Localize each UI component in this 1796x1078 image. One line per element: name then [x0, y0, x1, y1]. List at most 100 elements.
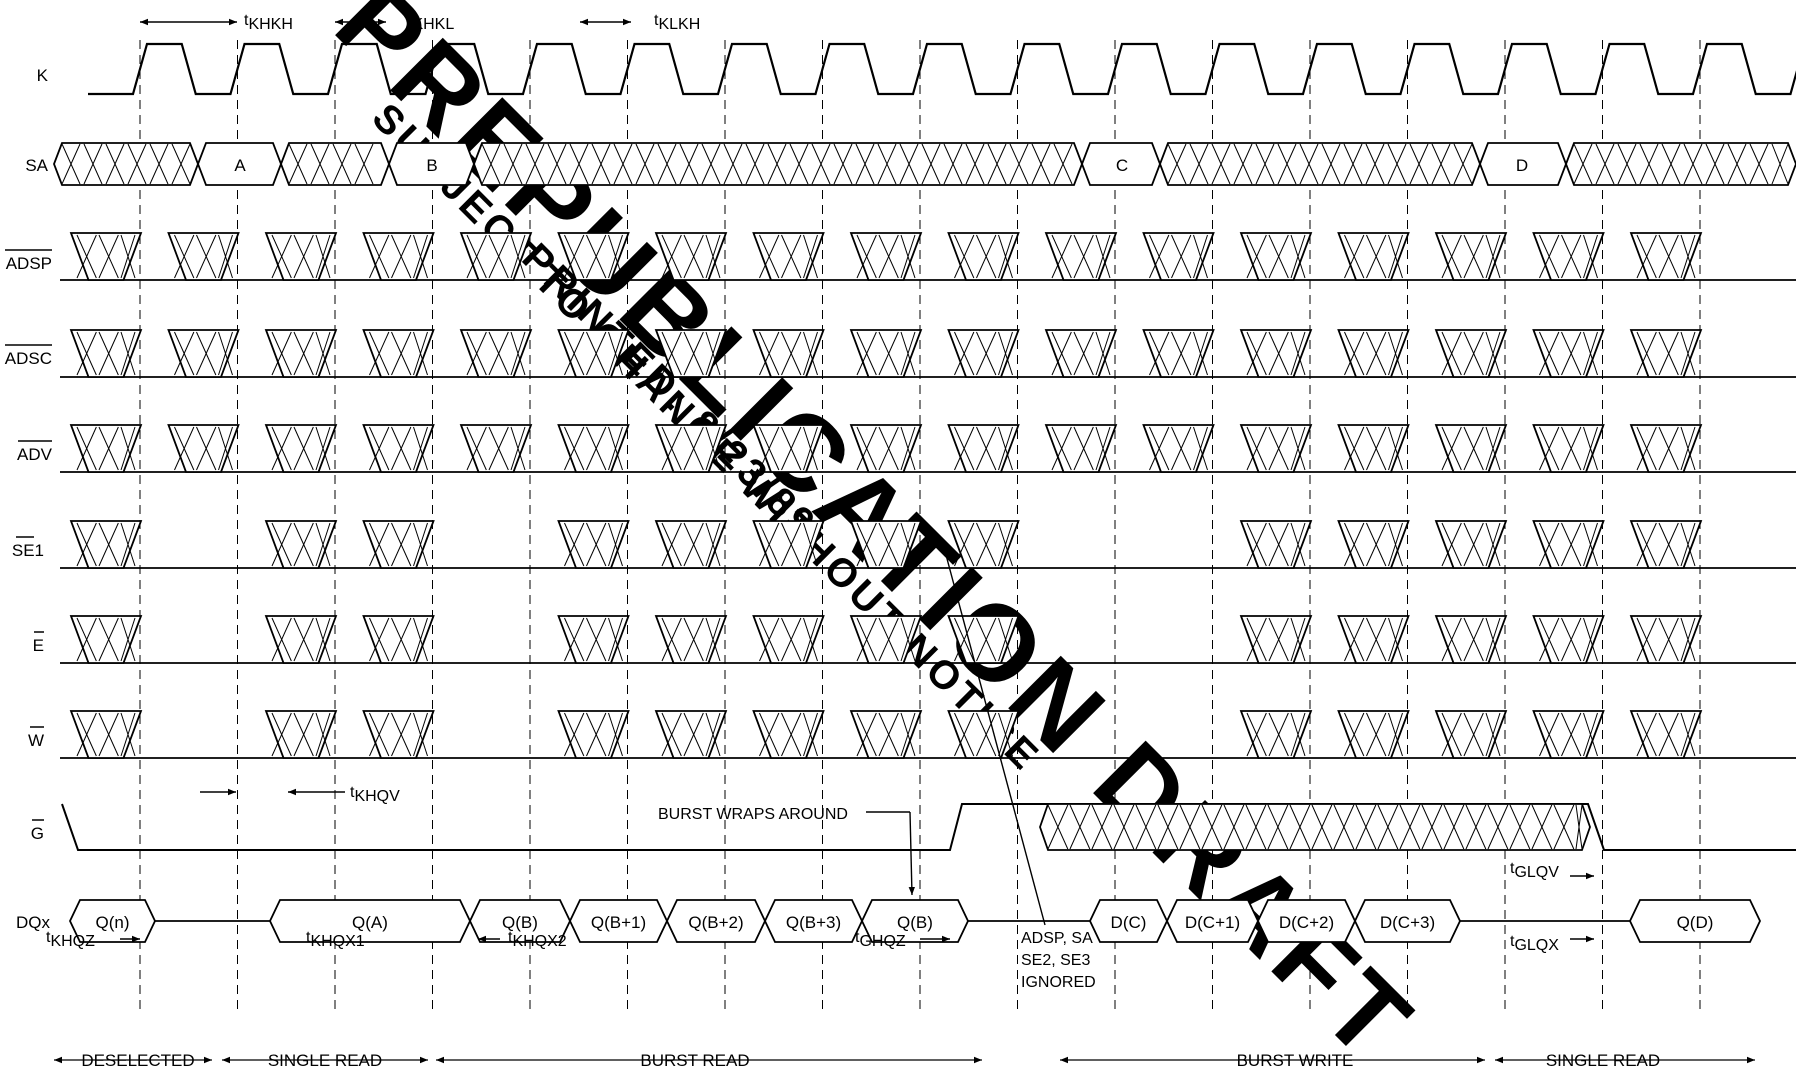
- hatch: [1344, 617, 1365, 662]
- hatch: [591, 143, 611, 185]
- hatch: [586, 426, 607, 471]
- hatch: [976, 234, 997, 279]
- hatch: [1441, 617, 1462, 662]
- hatch: [1179, 804, 1201, 850]
- hatch: [564, 331, 585, 376]
- dq-data-window: [1629, 899, 1761, 943]
- hatch: [1636, 234, 1657, 279]
- w-window: [557, 710, 630, 759]
- hatch: [488, 331, 509, 376]
- hatch: [293, 426, 314, 471]
- hatch: [781, 522, 802, 567]
- hatch: [83, 143, 103, 185]
- hatch: [1388, 331, 1403, 376]
- hatch: [1441, 331, 1462, 376]
- hatch: [976, 712, 997, 757]
- hatch: [1157, 804, 1179, 850]
- hatch: [1387, 143, 1407, 185]
- hatch: [855, 143, 875, 185]
- hatch: [781, 712, 802, 757]
- hatch: [954, 234, 975, 279]
- adsc-window: [459, 329, 533, 378]
- sa-address-labels: A B C D: [234, 156, 1528, 175]
- hatch: [1485, 522, 1501, 567]
- timing-khkl: tKHKL: [408, 12, 454, 33]
- timing-khqx2: tKHQX2: [508, 929, 567, 950]
- hatch: [98, 617, 119, 662]
- hatch: [1487, 804, 1509, 850]
- hatch: [1095, 426, 1111, 471]
- hatch: [1366, 712, 1387, 757]
- timing-khqx1: tKHQX1: [306, 929, 365, 950]
- hatch: [976, 617, 997, 662]
- hatch: [1509, 804, 1531, 850]
- hatch: [1727, 143, 1747, 185]
- adsp-window: [849, 232, 923, 281]
- adsp-window: [69, 232, 143, 281]
- hatch: [1561, 426, 1582, 471]
- hatch: [1539, 617, 1560, 662]
- hatch: [1135, 804, 1157, 850]
- hatch: [1268, 331, 1289, 376]
- ignored-arrow: [940, 539, 1046, 926]
- hatch: [878, 426, 899, 471]
- hatch: [271, 617, 292, 662]
- hatch: [1113, 804, 1135, 850]
- hatch: [564, 426, 585, 471]
- signal-sa-label: SA: [25, 156, 48, 175]
- hatch: [833, 143, 853, 185]
- hatch: [1051, 426, 1072, 471]
- hatch: [413, 234, 428, 279]
- hatch: [1073, 331, 1094, 376]
- adv-window: [1239, 424, 1313, 473]
- hatch: [1268, 712, 1289, 757]
- hatch: [564, 522, 585, 567]
- hatch: [1421, 804, 1443, 850]
- hatch: [781, 234, 802, 279]
- hatch: [987, 143, 1007, 185]
- hatch: [723, 143, 743, 185]
- hatch: [76, 522, 97, 567]
- hatch: [803, 712, 818, 757]
- hatch: [1561, 234, 1582, 279]
- hatch: [315, 617, 331, 662]
- hatch: [803, 331, 818, 376]
- hatch: [1680, 234, 1696, 279]
- hatch: [856, 234, 877, 279]
- hatch: [1167, 143, 1187, 185]
- hatch: [271, 234, 292, 279]
- hatch: [1441, 712, 1462, 757]
- hatch: [767, 143, 787, 185]
- dq-data-label: Q(B+3): [786, 913, 841, 932]
- hatch: [1344, 522, 1365, 567]
- hatch: [1344, 712, 1365, 757]
- hatch: [98, 522, 119, 567]
- hatch: [1246, 234, 1267, 279]
- hatch: [120, 617, 136, 662]
- hatch: [1388, 522, 1403, 567]
- adsp-window: [1629, 232, 1703, 281]
- hatch: [954, 617, 975, 662]
- hatch: [288, 143, 308, 185]
- hatch: [1268, 522, 1289, 567]
- adsp-window: [264, 232, 338, 281]
- hatch: [878, 522, 899, 567]
- hatch: [1441, 522, 1462, 567]
- hatch: [976, 522, 997, 567]
- hatch: [315, 426, 331, 471]
- hatch: [586, 617, 607, 662]
- hatch: [120, 426, 136, 471]
- hatch: [271, 426, 292, 471]
- hatch: [127, 143, 147, 185]
- hatch: [1441, 426, 1462, 471]
- hatch: [1290, 522, 1306, 567]
- hatch: [998, 617, 1013, 662]
- adsp-window: [1239, 232, 1313, 281]
- hatch: [900, 331, 916, 376]
- hatch: [98, 426, 119, 471]
- hatch: [705, 617, 721, 662]
- hatch: [271, 712, 292, 757]
- hatch: [1583, 426, 1598, 471]
- hatch: [1299, 143, 1319, 185]
